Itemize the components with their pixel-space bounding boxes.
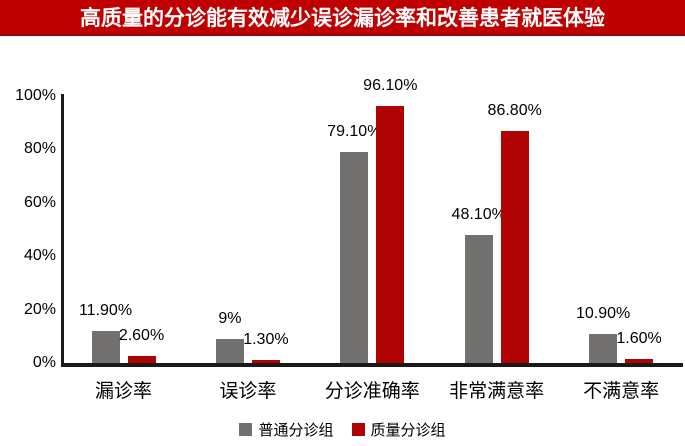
bar-data-label-series0-cat3: 48.10%: [451, 205, 506, 223]
bar-series1-cat3: [500, 131, 529, 363]
y-tick-label: 60%: [23, 193, 56, 211]
bar-data-label-series0-cat1: 9%: [218, 309, 242, 327]
y-tick-label: 100%: [15, 87, 56, 104]
bar-series1-cat4: [625, 358, 654, 363]
y-tick-label: 0%: [32, 354, 56, 371]
legend-item-series1: 质量分诊组: [351, 419, 446, 440]
x-axis-label-cat3: 非常满意率: [449, 381, 545, 402]
y-axis-line: [61, 94, 64, 367]
bar-data-label-series1-cat3: 86.80%: [487, 102, 542, 120]
bar-series0-cat0: [91, 331, 120, 363]
bar-data-label-series1-cat2: 96.10%: [363, 77, 418, 95]
title-banner: 高质量的分诊能有效减少误诊漏诊率和改善患者就医体验: [0, 0, 685, 36]
bar-series0-cat3: [464, 234, 493, 363]
legend-label: 质量分诊组: [370, 422, 446, 439]
bar-data-label-series1-cat4: 1.60%: [616, 329, 662, 347]
bar-data-label-series1-cat0: 2.60%: [118, 327, 165, 345]
x-axis-line: [61, 363, 683, 367]
legend: 普通分诊组 质量分诊组: [0, 419, 685, 440]
bar-data-label-series0-cat2: 79.10%: [327, 122, 382, 140]
x-axis-label-cat1: 误诊率: [219, 381, 277, 402]
bar-series0-cat4: [589, 333, 618, 363]
bar-data-label-series1-cat1: 1.30%: [243, 330, 289, 348]
legend-item-series0: 普通分诊组: [239, 419, 334, 440]
y-tick-label: 40%: [23, 247, 56, 265]
legend-swatch: [351, 423, 365, 436]
bar-series1-cat2: [376, 106, 405, 363]
x-axis-label-cat0: 漏诊率: [94, 381, 153, 402]
bar-series1-cat0: [127, 356, 156, 363]
bar-data-label-series0-cat4: 10.90%: [575, 304, 631, 322]
legend-swatch: [239, 423, 253, 436]
bar-data-label-series0-cat0: 11.90%: [78, 302, 133, 320]
chart-title: 高质量的分诊能有效减少误诊漏诊率和改善患者就医体验: [80, 7, 605, 30]
x-axis-label-cat4: 不满意率: [583, 381, 660, 402]
x-axis-label-cat2: 分诊准确率: [324, 381, 420, 402]
legend-label: 普通分诊组: [258, 422, 334, 439]
y-tick-label: 80%: [23, 140, 56, 158]
bar-series0-cat1: [215, 338, 244, 363]
bar-series1-cat1: [251, 359, 280, 363]
y-tick-label: 20%: [23, 300, 56, 318]
bar-series0-cat2: [340, 151, 369, 363]
